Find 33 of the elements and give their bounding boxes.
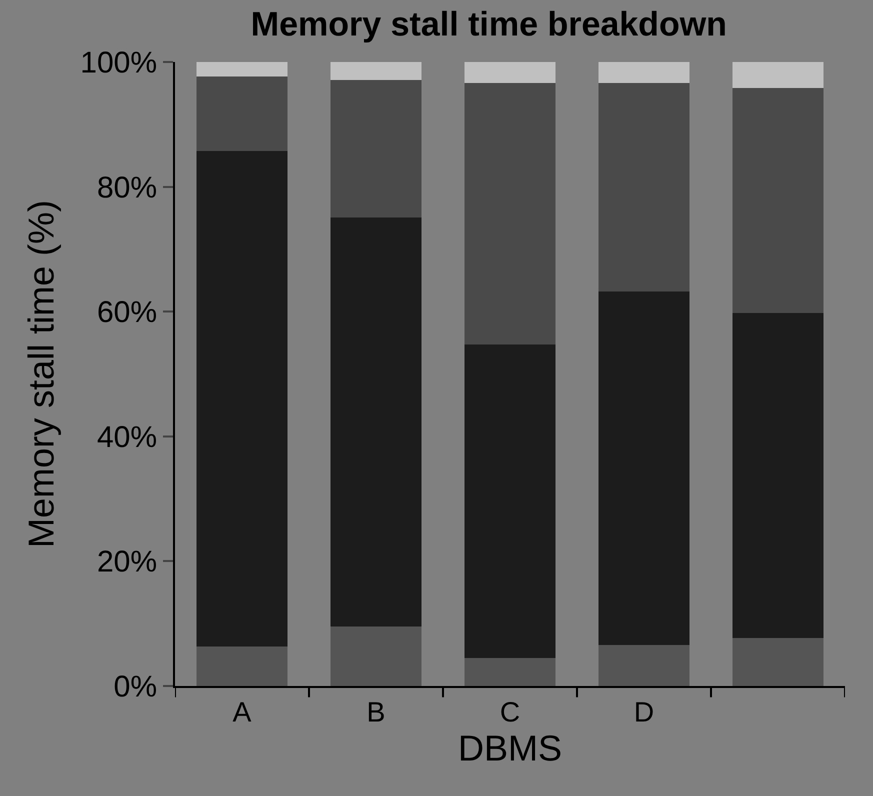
x-tick-label: C [500,696,520,728]
bar [464,658,556,686]
bar [196,62,288,76]
y-tick-label: 80% [96,171,157,204]
bar [598,62,690,84]
x-tick-label: D [634,696,654,728]
bar [330,80,422,218]
bar [464,344,556,658]
x-tick-label: B [366,696,386,728]
bar [732,638,824,686]
y-axis-title: Memory stall time (%) [20,200,62,548]
y-tick-label: 100% [80,46,157,80]
y-tick-label: 0% [114,670,157,704]
bar [330,217,422,627]
bar [196,76,288,152]
bar [732,312,824,638]
chart-title: Memory stall time breakdown [250,6,727,44]
x-tick-label: A [232,696,252,728]
x-axis-title: DBMS [458,728,562,769]
y-tick-label: 60% [96,296,157,330]
bar [598,83,690,292]
bar [196,646,288,686]
bar [732,88,824,313]
bar [464,83,556,345]
bar [196,151,288,647]
bar [598,644,690,686]
y-tick-label: 40% [96,420,157,454]
y-tick-label: 20% [96,546,157,579]
bar [732,62,824,88]
bar [330,626,422,686]
bar [598,292,690,645]
bar [464,62,556,84]
bar [330,62,422,80]
